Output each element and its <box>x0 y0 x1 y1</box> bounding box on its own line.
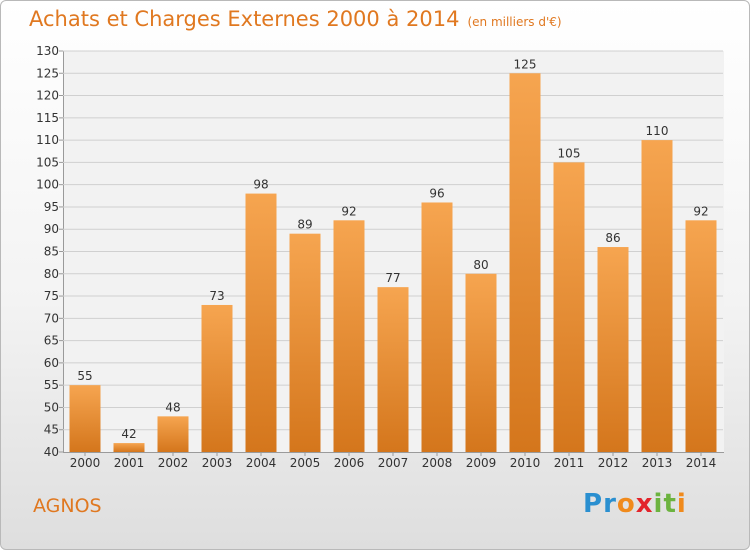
x-tick-label: 2009 <box>466 456 497 470</box>
y-tick-label: 90 <box>44 222 59 236</box>
bar-value-label: 86 <box>605 231 620 245</box>
y-tick-label: 50 <box>44 400 59 414</box>
bar-value-label: 92 <box>693 204 708 218</box>
x-tick-label: 2001 <box>114 456 145 470</box>
bar-value-label: 89 <box>297 218 312 232</box>
bar <box>597 247 629 452</box>
y-tick-label: 60 <box>44 356 59 370</box>
bar-value-label: 96 <box>429 186 444 200</box>
x-tick-label: 2010 <box>510 456 541 470</box>
bar <box>421 202 453 452</box>
commune-name: AGNOS <box>33 495 102 517</box>
logo-letter: x <box>635 489 654 519</box>
y-tick-label: 85 <box>44 245 59 259</box>
bar-value-label: 80 <box>473 258 488 272</box>
bar <box>509 73 541 453</box>
bar-value-label: 105 <box>558 146 581 160</box>
y-tick-label: 70 <box>44 311 59 325</box>
x-tick-label: 2005 <box>290 456 321 470</box>
logo-letter: i <box>676 489 687 519</box>
bar-value-label: 48 <box>165 400 180 414</box>
x-tick-label: 2004 <box>246 456 277 470</box>
logo-letter: P <box>583 489 604 519</box>
bar <box>201 304 233 452</box>
bar <box>553 162 585 452</box>
x-tick-label: 2003 <box>202 456 233 470</box>
y-tick-label: 40 <box>44 445 59 459</box>
bar-value-label: 73 <box>209 289 224 303</box>
x-tick-label: 2007 <box>378 456 409 470</box>
proxiti-logo[interactable]: Proxiti <box>583 489 687 519</box>
bar <box>245 193 277 453</box>
chart-subtitle: (en milliers d'€) <box>467 15 562 29</box>
bar-value-label: 98 <box>253 178 268 192</box>
y-tick-label: 55 <box>44 378 59 392</box>
bar <box>333 220 365 452</box>
y-tick-label: 100 <box>36 178 59 192</box>
logo-letter: t <box>663 489 677 519</box>
bar-value-label: 77 <box>385 271 400 285</box>
bar <box>69 385 101 452</box>
bar <box>113 443 145 452</box>
x-tick-label: 2002 <box>158 456 189 470</box>
logo-letter: r <box>603 489 617 519</box>
bar-value-label: 110 <box>646 124 669 138</box>
bar-value-label: 42 <box>121 427 136 441</box>
x-tick-label: 2006 <box>334 456 365 470</box>
y-tick-label: 105 <box>36 155 59 169</box>
y-tick-label: 120 <box>36 89 59 103</box>
x-tick-label: 2012 <box>598 456 629 470</box>
bar-value-label: 92 <box>341 204 356 218</box>
x-tick-label: 2014 <box>686 456 717 470</box>
bar-value-label: 55 <box>77 369 92 383</box>
y-tick-label: 110 <box>36 133 59 147</box>
bar <box>685 220 717 452</box>
logo-letter: i <box>653 489 664 519</box>
bar <box>289 233 321 452</box>
y-tick-label: 65 <box>44 334 59 348</box>
y-tick-label: 80 <box>44 267 59 281</box>
y-tick-label: 75 <box>44 289 59 303</box>
x-tick-label: 2011 <box>554 456 585 470</box>
bar <box>377 287 409 452</box>
bar-value-label: 125 <box>514 57 537 71</box>
y-tick-label: 45 <box>44 423 59 437</box>
bar <box>641 140 673 452</box>
chart-title-main: Achats et Charges Externes 2000 à 2014 <box>29 7 460 31</box>
y-tick-label: 130 <box>36 44 59 58</box>
y-tick-label: 95 <box>44 200 59 214</box>
bar <box>157 416 189 452</box>
x-tick-label: 2000 <box>70 456 101 470</box>
y-tick-label: 125 <box>36 66 59 80</box>
x-tick-label: 2013 <box>642 456 673 470</box>
bar <box>465 273 497 452</box>
x-tick-label: 2008 <box>422 456 453 470</box>
y-tick-label: 115 <box>36 111 59 125</box>
logo-letter: o <box>616 489 636 519</box>
chart-title: Achats et Charges Externes 2000 à 2014 (e… <box>29 7 562 31</box>
